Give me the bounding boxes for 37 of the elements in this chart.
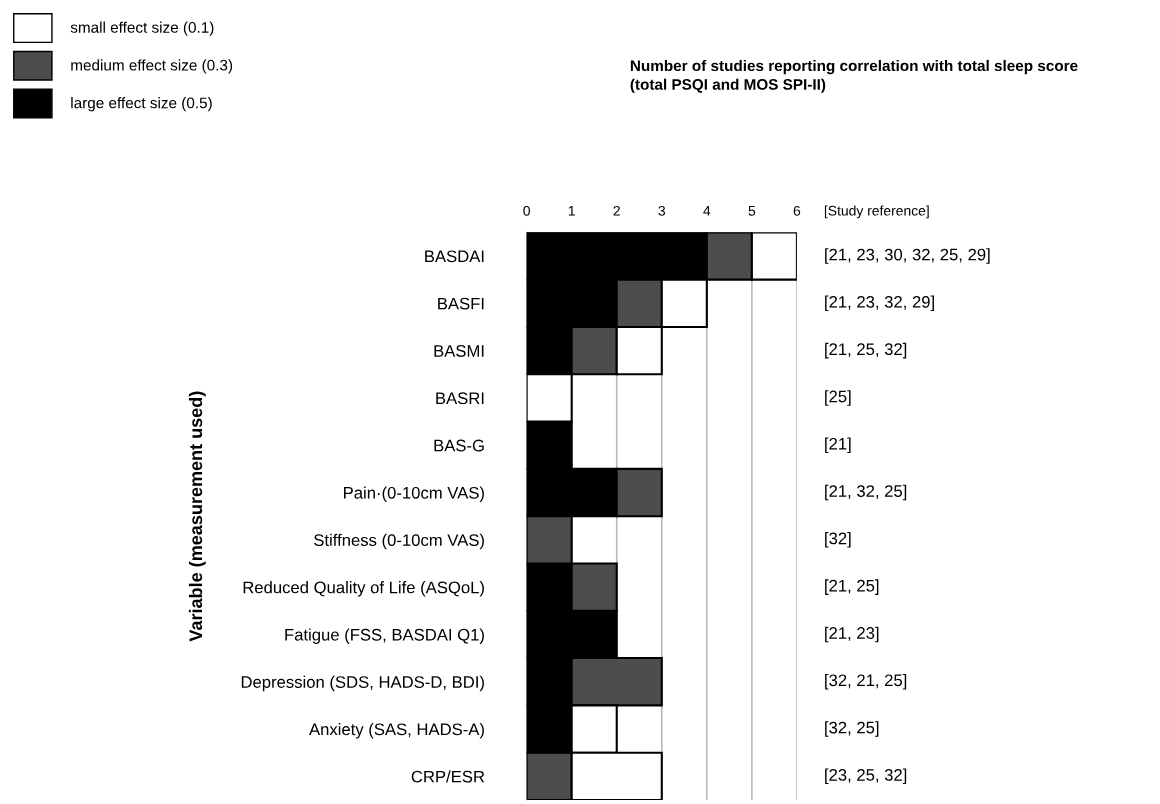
text: [21, 32, 25] <box>825 484 907 501</box>
text: [21] <box>825 437 851 453</box>
text: Number of studies reporting correlation with total sleep score (total PSQI and MOS SPI-II) <box>630 59 1078 93</box>
y-tick-label: CRP/ESR <box>411 770 485 783</box>
y-tick-label: Anxiety (SAS, HADS-A) <box>309 722 484 739</box>
x-tick-label: 0 <box>523 205 530 216</box>
x-tick-label: 6 <box>793 205 801 216</box>
text: [25] <box>825 390 851 406</box>
y-tick-label: Fatigue (FSS, BASDAI Q1) <box>285 628 484 644</box>
text: [21, 25] <box>825 579 879 595</box>
y-tick-label: BAS-G <box>434 439 484 452</box>
y-tick-label: Stiffness (0-10cm VAS) <box>314 533 484 550</box>
text: [21, 23, 32, 29] <box>825 295 934 312</box>
y-tick-label: Pain·(0-10cm VAS) <box>344 486 484 503</box>
x-tick-label: 2 <box>613 205 620 216</box>
text: [32, 21, 25] <box>825 673 907 690</box>
text: [21, 25, 32] <box>825 342 907 359</box>
x-tick-label: 4 <box>703 206 711 216</box>
y-axis-title: Variable (measurement used) <box>188 391 206 642</box>
x-tick-label: 5 <box>748 206 756 216</box>
text: [21, 23] <box>825 626 879 643</box>
text: [32, 25] <box>825 721 879 737</box>
text: [Study reference] <box>824 205 929 219</box>
text: [32] <box>825 532 851 548</box>
y-tick-label: BASDAI <box>425 250 484 263</box>
y-tick-label: Reduced Quality of Life (ASQoL) <box>243 581 484 597</box>
y-tick-label: BASFI <box>438 297 484 310</box>
y-tick-label: Depression (SDS, HADS-D, BDI) <box>241 675 484 692</box>
y-tick-label: BASRI <box>436 392 484 405</box>
y-tick-label: BASMI <box>434 345 484 357</box>
x-tick-label: 1 <box>568 206 575 216</box>
legend-label: medium effect size (0.3) <box>71 59 233 74</box>
text: [23, 25, 32] <box>825 768 907 785</box>
legend-label: small effect size (0.1) <box>70 21 214 36</box>
legend-label: large effect size (0.5) <box>71 97 212 112</box>
x-tick-label: 3 <box>658 205 666 216</box>
text: [21, 23, 30, 32, 25, 29] <box>825 248 990 264</box>
